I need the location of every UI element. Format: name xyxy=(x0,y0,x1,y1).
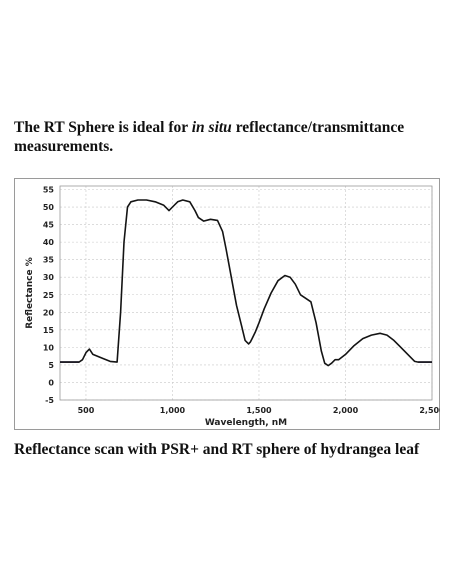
y-tick-label: 0 xyxy=(48,378,54,387)
heading-text-start: The RT Sphere is ideal for xyxy=(14,119,192,136)
y-tick-label: 50 xyxy=(43,203,55,212)
y-tick-label: 5 xyxy=(48,361,54,370)
y-tick-label: 25 xyxy=(43,291,55,300)
y-tick-label: 35 xyxy=(43,256,55,265)
y-tick-label: 20 xyxy=(43,308,55,317)
gridlines xyxy=(60,186,433,401)
heading-text-end: reflectance/transmittance measurements. xyxy=(14,119,405,155)
series-reflectance-line xyxy=(60,199,432,367)
chart-border xyxy=(14,178,440,430)
y-axis-label: Reflectance % xyxy=(25,257,35,329)
x-tick-label: 1,000 xyxy=(160,406,186,415)
y-tick-label: 10 xyxy=(43,343,55,352)
y-tick-label: 55 xyxy=(43,186,55,195)
y-tick-labels: -5 0 5 10 15 20 25 30 35 40 45 50 55 xyxy=(43,186,55,405)
plot-area xyxy=(59,185,433,401)
y-tick-label: 15 xyxy=(43,326,55,335)
page-heading: The RT Sphere is ideal for in situ refle… xyxy=(14,118,434,156)
y-tick-label: 40 xyxy=(43,238,55,247)
x-tick-label: 2,500 xyxy=(419,406,440,415)
heading-italic-phrase: in situ xyxy=(191,119,232,136)
x-tick-label: 500 xyxy=(78,406,95,415)
y-tick-label: 45 xyxy=(43,221,55,230)
chart-svg: -5 0 5 10 15 20 25 30 35 40 45 50 55 500 1,000 1,500 2,… xyxy=(14,178,445,430)
y-tick-label: 30 xyxy=(43,273,55,282)
x-tick-labels: 500 1,000 1,500 2,000 2,500 xyxy=(78,406,445,415)
x-tick-label: 1,500 xyxy=(246,406,272,415)
y-tick-label: -5 xyxy=(45,396,54,405)
x-tick-label: 2,000 xyxy=(333,406,359,415)
reflectance-chart: -5 0 5 10 15 20 25 30 35 40 45 50 55 500 1,000 1,500 2,… xyxy=(14,178,445,430)
x-axis-label: Wavelength, nM xyxy=(205,418,287,428)
figure-caption: Reflectance scan with PSR+ and RT sphere… xyxy=(14,441,420,458)
